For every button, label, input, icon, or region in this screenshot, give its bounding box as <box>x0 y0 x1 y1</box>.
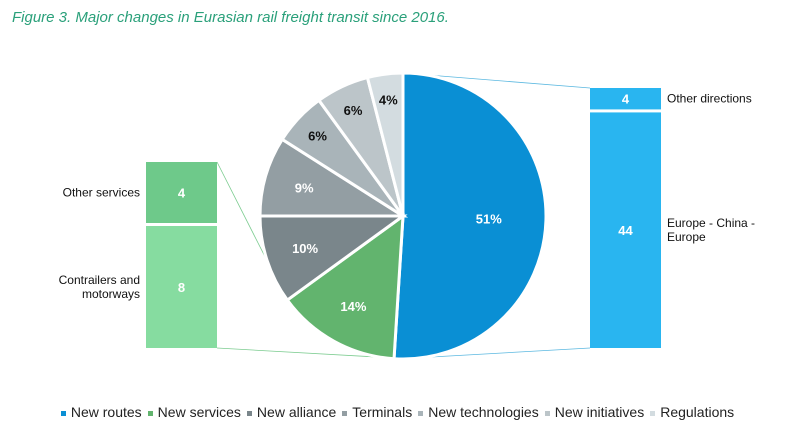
pie-slice-new-services <box>285 212 405 361</box>
pie-slice-new-alliance <box>258 214 408 303</box>
connector-line <box>216 347 395 359</box>
slice-label: 51% <box>476 212 502 227</box>
pie-slice-terminals <box>258 137 409 218</box>
bar-category-label: motorways <box>82 287 140 301</box>
slice-label: 6% <box>308 129 327 144</box>
pie-slice-regulations <box>365 71 405 217</box>
slice-label: 4% <box>379 93 398 108</box>
legend-label: New alliance <box>256 404 337 420</box>
legend-swatch <box>342 410 348 416</box>
bar-category-label: Contrailers and <box>59 273 140 287</box>
legend-item: New alliance <box>246 404 337 420</box>
legend-item: Regulations <box>650 404 734 420</box>
chart-title: Figure 3. Major changes in Eurasian rail… <box>12 9 449 26</box>
legend: New routes New services New alliance Termin… <box>0 404 795 420</box>
legend-item: New services <box>147 404 241 420</box>
bar-value: 8 <box>178 280 185 295</box>
legend-item: New technologies <box>418 404 539 420</box>
breakdown-bar <box>146 226 217 348</box>
breakdown-bar <box>590 88 661 110</box>
slice-label: 14% <box>340 299 366 314</box>
breakdown-bar <box>590 112 661 349</box>
legend-label: New routes <box>70 404 142 420</box>
pie-slice-new-routes <box>392 71 548 361</box>
legend-label: New technologies <box>428 404 539 420</box>
legend-label: New services <box>157 404 241 420</box>
legend-swatch <box>60 410 66 416</box>
legend-item: Terminals <box>342 404 412 420</box>
legend-swatch <box>147 410 153 416</box>
bar-value: 44 <box>618 223 633 238</box>
slice-label: 10% <box>292 241 318 256</box>
legend-label: Terminals <box>352 404 413 420</box>
legend-item: New initiatives <box>544 404 645 420</box>
bar-category-label: Other directions <box>667 92 752 106</box>
slice-label: 6% <box>344 103 363 118</box>
legend-swatch <box>650 410 656 416</box>
legend-item: New routes <box>60 404 142 420</box>
bar-category-label: Europe - China - <box>667 216 755 230</box>
legend-swatch <box>418 410 424 416</box>
legend-label: Regulations <box>660 404 735 420</box>
legend-swatch <box>544 410 550 416</box>
bar-value: 4 <box>178 186 186 201</box>
legend-label: New initiatives <box>554 404 645 420</box>
bar-category-label: Other services <box>63 186 140 200</box>
bar-category-label: Europe <box>667 230 706 244</box>
bar-value: 4 <box>622 92 630 107</box>
breakdown-bar <box>146 162 217 223</box>
legend-swatch <box>246 410 252 416</box>
slice-label: 9% <box>295 180 314 195</box>
